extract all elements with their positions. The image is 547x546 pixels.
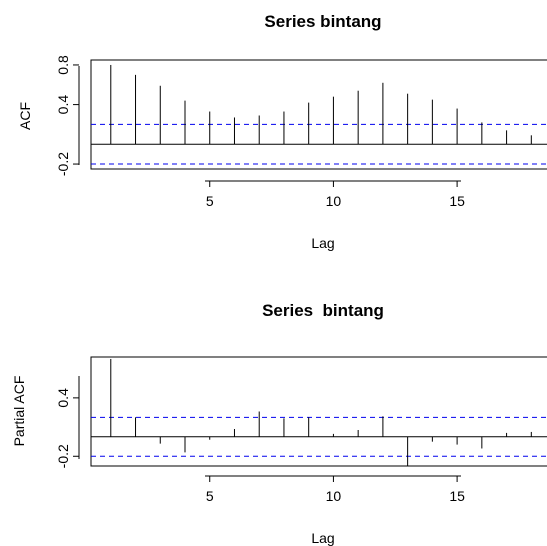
pacf-ytick-label: -0.2	[55, 444, 71, 468]
acf-ytick-label: 0.8	[55, 55, 71, 75]
acf-ytick-label: 0.4	[55, 95, 71, 115]
pacf-ytick-label: 0.4	[55, 388, 71, 408]
acf-plot-frame	[90, 59, 547, 170]
pacf-ylabel: Partial ACF	[11, 376, 27, 447]
pacf-panel: Series bintang -0.2 0.4 5 10 15 Lag Partial…	[11, 301, 547, 546]
pacf-xlabel: Lag	[311, 530, 334, 546]
acf-xlabel: Lag	[311, 235, 334, 251]
pacf-xtick-label: 10	[326, 488, 342, 504]
pacf-xtick-label: 5	[206, 488, 214, 504]
pacf-plot-frame	[90, 356, 547, 467]
pacf-xtick-label: 15	[449, 488, 465, 504]
acf-title: Series bintang	[264, 12, 381, 31]
pacf-title: Series bintang	[262, 301, 384, 320]
acf-xtick-label: 10	[326, 193, 342, 209]
acf-xtick-label: 5	[206, 193, 214, 209]
acf-ylabel: ACF	[17, 102, 33, 130]
acf-panel: Series bintang -0.2 0.4 0.8 5 10 15 Lag ACF	[17, 12, 547, 251]
acf-xtick-label: 15	[449, 193, 465, 209]
acf-ytick-label: -0.2	[55, 152, 71, 176]
